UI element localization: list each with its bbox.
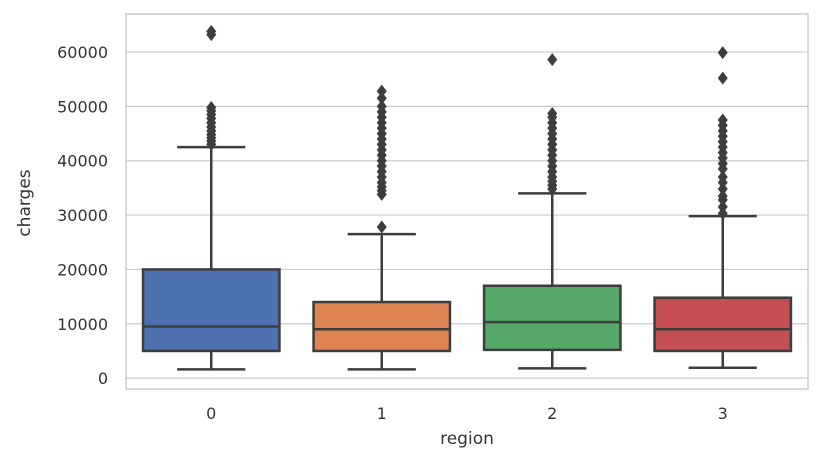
x-tick-label: 1 <box>377 404 387 423</box>
box-group-region-0 <box>141 24 281 371</box>
outlier-point <box>376 99 387 113</box>
box-group-region-2 <box>482 53 622 370</box>
outlier-point <box>717 182 728 196</box>
outlier-point <box>547 53 558 67</box>
y-tick-label: 20000 <box>57 260 108 279</box>
boxes <box>141 24 793 371</box>
y-tick-labels: 0 10000 20000 30000 40000 50000 60000 <box>57 43 108 388</box>
y-tick-label: 50000 <box>57 97 108 116</box>
outlier-point <box>206 24 217 38</box>
x-axis-label: region <box>440 429 494 449</box>
y-axis-label: charges <box>15 169 35 236</box>
outlier-point <box>206 100 217 114</box>
outlier-point <box>376 91 387 105</box>
outlier-point <box>717 71 728 85</box>
outlier-point <box>717 189 728 203</box>
x-tick-label: 2 <box>547 404 557 423</box>
iqr-box <box>653 296 793 353</box>
y-tick-label: 0 <box>98 369 108 388</box>
x-tick-labels: 0 1 2 3 <box>206 404 728 423</box>
iqr-box <box>482 284 622 352</box>
outlier-point <box>717 170 728 184</box>
outlier-point <box>717 206 728 220</box>
outlier-point <box>376 84 387 98</box>
outlier-point <box>547 106 558 120</box>
iqr-box <box>141 268 281 353</box>
outlier-point <box>376 220 387 234</box>
y-tick-label: 10000 <box>57 315 108 334</box>
y-tick-label: 60000 <box>57 43 108 62</box>
iqr-box <box>312 300 452 353</box>
box-group-region-1 <box>312 84 452 371</box>
x-tick-label: 0 <box>206 404 216 423</box>
y-tick-label: 30000 <box>57 206 108 225</box>
outlier-point <box>717 113 728 127</box>
outlier-point <box>717 46 728 60</box>
outlier-point <box>717 200 728 214</box>
box-group-region-3 <box>653 46 793 370</box>
y-tick-label: 40000 <box>57 152 108 171</box>
x-tick-label: 3 <box>718 404 728 423</box>
